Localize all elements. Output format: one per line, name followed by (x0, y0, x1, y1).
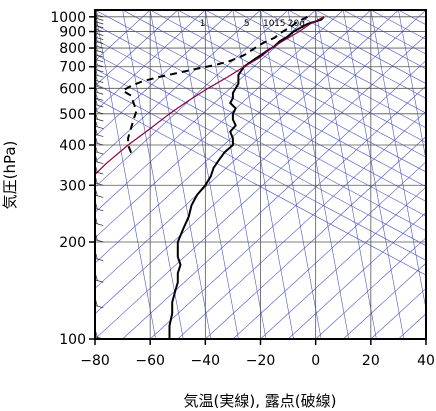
mixing-ratio-label: 5 (244, 19, 250, 29)
y-tick-label: 300 (59, 178, 86, 194)
reference-line (150, 10, 426, 158)
y-tick-label: 500 (59, 107, 86, 123)
x-tick-label: −40 (191, 353, 221, 369)
x-tick-label: 0 (311, 353, 320, 369)
reference-line (287, 212, 426, 339)
y-tick-label: 900 (59, 25, 86, 41)
reference-line (122, 60, 426, 339)
y-tick-label: 400 (59, 138, 86, 154)
reference-line (95, 34, 426, 339)
reference-line (287, 10, 350, 339)
reference-line (95, 10, 234, 137)
mixing-ratio-labels: 1 5 10 15 20g (200, 19, 305, 29)
y-tick-label: 600 (59, 81, 86, 97)
series-layer (95, 15, 325, 339)
reference-line (95, 10, 261, 163)
reference-line (95, 10, 426, 315)
reference-line (260, 10, 426, 99)
x-tick-label: −80 (80, 353, 110, 369)
reference-line (260, 10, 322, 339)
background-diagram-lines (95, 10, 426, 339)
reference-line (232, 10, 294, 339)
y-tick-label: 200 (59, 235, 86, 251)
reference-line (95, 98, 426, 276)
x-axis-title: 気温(実線), 露点(破線) (184, 392, 337, 410)
mixing-ratio-label: 10 (263, 19, 275, 29)
y-tick-label: 700 (59, 60, 86, 76)
series-line-1 (121, 15, 308, 157)
x-tick-label: −60 (135, 353, 165, 369)
y-tick-label: 100 (59, 332, 86, 348)
x-tick-label: −20 (246, 353, 276, 369)
x-tick-label: 20 (362, 353, 380, 369)
reference-line (122, 10, 426, 173)
reference-line (370, 10, 426, 311)
reference-line (95, 83, 426, 261)
mixing-ratio-label: 15 (274, 19, 285, 29)
reference-line (232, 10, 426, 114)
reference-line (95, 24, 426, 202)
reference-line (315, 237, 426, 339)
reference-line (342, 10, 405, 339)
reference-line (177, 10, 239, 339)
y-axis-title: 気圧(hPa) (1, 141, 19, 210)
reference-line (95, 68, 426, 246)
y-tick-label: 800 (59, 41, 86, 57)
reference-line (343, 262, 426, 339)
reference-line (287, 10, 426, 84)
reference-line (95, 10, 344, 239)
reference-line (95, 10, 178, 87)
reference-line (205, 10, 267, 339)
reference-line (122, 10, 184, 339)
reference-line (95, 10, 426, 188)
reference-line (95, 10, 372, 264)
reference-line (95, 10, 316, 213)
reference-line (95, 53, 426, 232)
reference-line (398, 10, 426, 162)
reference-line (177, 10, 426, 143)
reference-line (95, 10, 399, 289)
reference-line (149, 10, 212, 339)
mixing-ratio-label: 20g (288, 19, 305, 29)
reference-line (232, 161, 426, 339)
gridlines (95, 10, 426, 339)
reference-line (315, 10, 377, 339)
reference-line (205, 10, 426, 129)
x-tick-label: 40 (417, 353, 435, 369)
reference-line (177, 110, 426, 339)
reference-line (95, 10, 289, 188)
series-line-2 (95, 16, 325, 176)
x-axis-ticks: −80 −60 −40 −20 0 20 40 (80, 339, 435, 369)
y-tick-label: 1000 (50, 10, 86, 26)
reference-line (149, 85, 426, 339)
plot-area (95, 10, 426, 339)
reference-line (205, 136, 426, 339)
reference-line (95, 10, 156, 339)
reference-line (95, 10, 206, 112)
reference-line (315, 10, 426, 70)
reference-line (95, 39, 426, 217)
mixing-ratio-label: 1 (200, 19, 206, 29)
reference-line (260, 186, 426, 339)
